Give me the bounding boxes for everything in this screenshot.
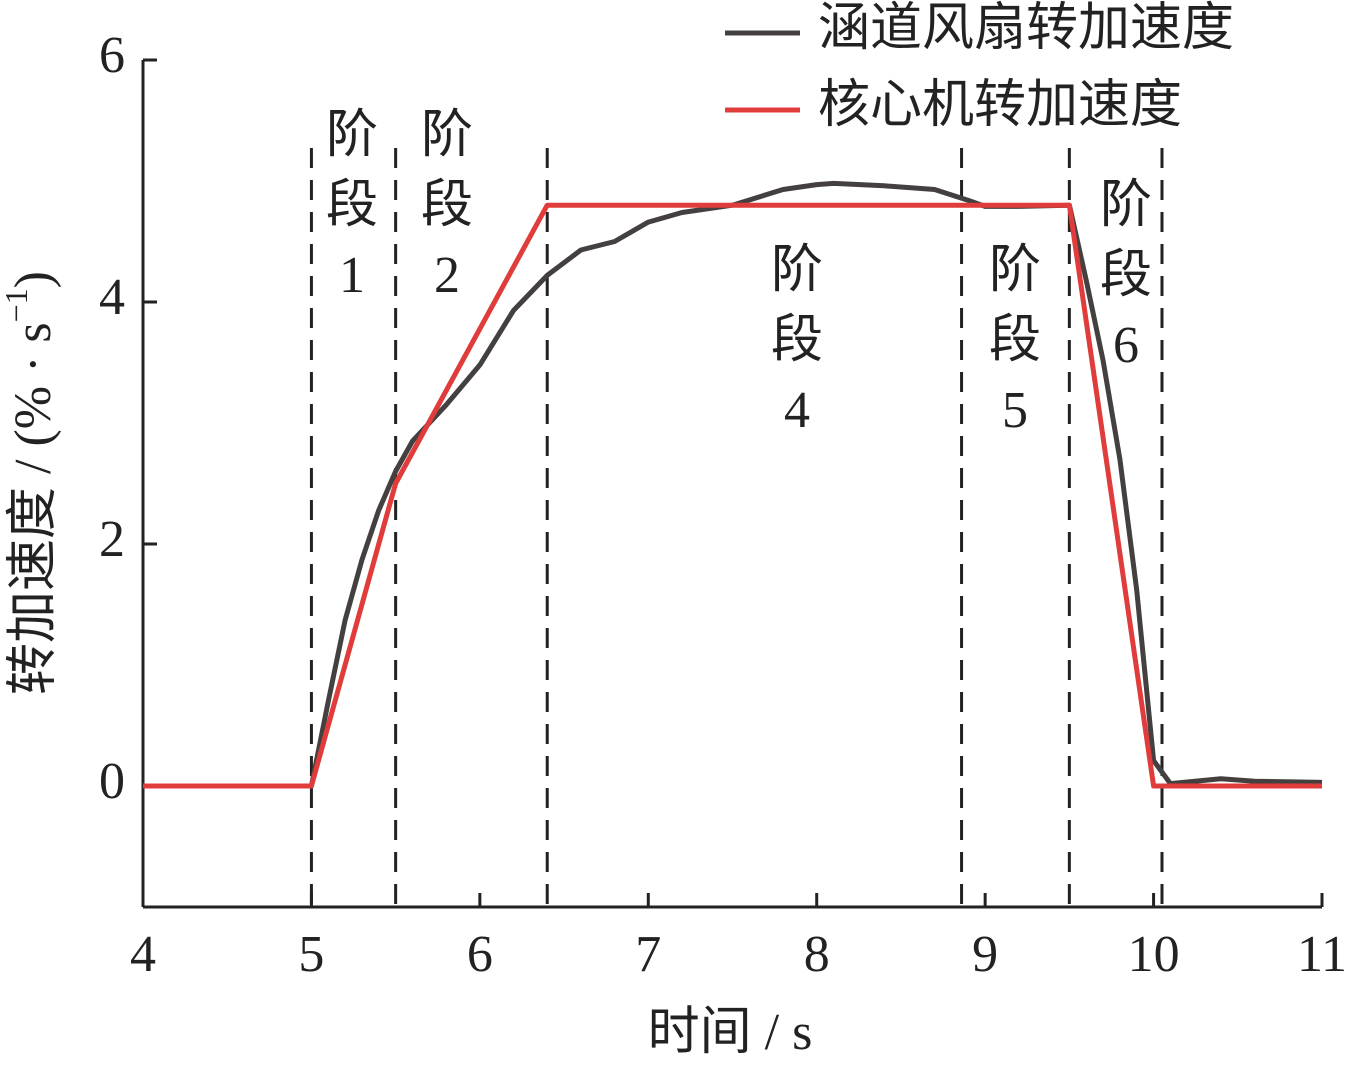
y-label-end: ) (5, 271, 62, 288)
phase-label: 4 (784, 382, 810, 439)
x-tick-label: 10 (1128, 926, 1180, 983)
phase-label: 2 (434, 247, 460, 304)
phase-label: 阶 (1100, 177, 1152, 234)
y-tick-label: 0 (99, 753, 125, 810)
phase-label: 5 (1002, 382, 1028, 439)
y-tick-label: 6 (99, 27, 125, 84)
x-tick-label: 9 (972, 926, 998, 983)
y-tick-label: 2 (99, 511, 125, 568)
phase-label: 阶 (421, 107, 473, 164)
phase-label: 1 (339, 247, 365, 304)
x-tick-label: 6 (467, 926, 493, 983)
y-label-main: 转加速度 / (% · s (5, 322, 62, 695)
x-tick-label: 5 (298, 926, 324, 983)
legend-label: 涵道风扇转加速度 (818, 0, 1234, 57)
series-line (143, 180, 1323, 789)
x-tick-label: 11 (1297, 926, 1347, 983)
phase-label: 段 (326, 177, 378, 234)
series-line (143, 202, 1322, 789)
y-label-sup: −1 (0, 288, 34, 322)
phase-label: 段 (771, 312, 823, 369)
x-tick-label: 8 (804, 926, 830, 983)
phase-label: 阶 (989, 242, 1041, 299)
x-tick-label: 4 (130, 926, 156, 983)
y-axis-label: 转加速度 / (% · s−1) (0, 271, 62, 695)
phase-label: 阶 (771, 242, 823, 299)
legend-label: 核心机转加速度 (818, 77, 1182, 134)
phase-label: 阶 (326, 107, 378, 164)
x-axis-label: 时间 / s (648, 1004, 813, 1061)
phase-label: 6 (1113, 317, 1139, 374)
x-tick-label: 7 (635, 926, 661, 983)
phase-label: 段 (989, 312, 1041, 369)
y-tick-label: 4 (99, 269, 125, 326)
phase-label: 段 (1100, 247, 1152, 304)
phase-label: 段 (421, 177, 473, 234)
